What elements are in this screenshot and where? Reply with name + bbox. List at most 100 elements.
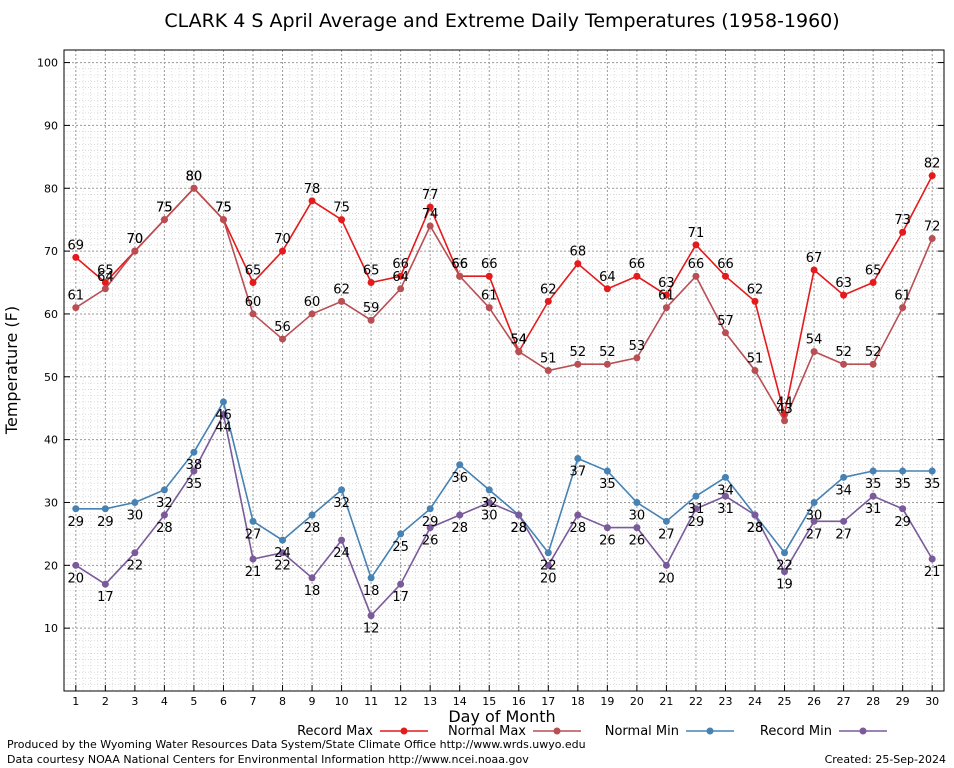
normal-max-point — [160, 216, 168, 224]
record-min-point — [367, 612, 375, 620]
record-min-point — [249, 555, 257, 563]
normal-min-point — [781, 549, 789, 557]
x-tick-label: 15 — [482, 695, 496, 708]
record-max-point — [101, 279, 109, 287]
record-min-point — [426, 524, 434, 532]
record-min-point — [131, 549, 139, 557]
normal-min-data-label: 30 — [127, 508, 144, 523]
x-tick-label: 20 — [630, 695, 644, 708]
normal-min-point — [692, 492, 700, 500]
normal-min-line — [75, 399, 933, 580]
record-min-data-label: 44 — [215, 420, 232, 435]
normal-max-data-label: 56 — [274, 320, 291, 335]
normal-max-data-label: 80 — [186, 169, 203, 184]
x-tick-label: 24 — [748, 695, 762, 708]
normal-max-point — [692, 272, 700, 280]
normal-min-point — [662, 517, 670, 525]
record-max-point — [721, 272, 729, 280]
record-min-data-label: 12 — [363, 622, 380, 637]
normal-max-point — [308, 310, 316, 318]
record-min-data-label: 27 — [835, 527, 852, 542]
record-max-point — [928, 172, 936, 180]
record-min-point — [840, 517, 848, 525]
y-axis-label: Temperature (F) — [2, 306, 21, 435]
normal-max-data-label: 64 — [392, 270, 409, 285]
record-max-data-label: 64 — [599, 270, 616, 285]
x-axis-label: Day of Month — [448, 707, 555, 726]
record-max-data-label: 66 — [629, 257, 646, 272]
normal-min-point — [456, 461, 464, 469]
record-min-point — [721, 492, 729, 500]
record-max-point — [367, 279, 375, 287]
record-min-point — [190, 467, 198, 475]
normal-max-data-label: 62 — [333, 282, 350, 297]
chart-title: CLARK 4 S April Average and Extreme Dail… — [164, 10, 839, 32]
record-min-data-label: 21 — [245, 565, 262, 580]
normal-min-point — [485, 486, 493, 494]
normal-min-data-label: 27 — [245, 527, 262, 542]
y-tick-label: 70 — [44, 245, 58, 258]
normal-min-data-label: 32 — [333, 496, 350, 511]
record-min-data-label: 27 — [806, 527, 823, 542]
record-max-data-label: 65 — [363, 264, 380, 279]
normal-max-data-label: 66 — [688, 257, 705, 272]
record-min-point — [899, 505, 907, 513]
normal-max-data-label: 57 — [717, 314, 734, 329]
normal-min-data-label: 27 — [658, 527, 675, 542]
record-min-data-label: 28 — [451, 521, 468, 536]
record-max-point — [72, 253, 80, 261]
normal-max-data-label: 51 — [747, 352, 764, 367]
footer-credit-line-2: Data courtesy NOAA National Centers for … — [7, 753, 529, 766]
record-min-point — [485, 498, 493, 506]
record-max-data-label: 66 — [717, 257, 734, 272]
record-max-point — [899, 228, 907, 236]
normal-max-point — [219, 216, 227, 224]
x-tick-label: 23 — [718, 695, 732, 708]
normal-min-data-label: 35 — [924, 477, 941, 492]
normal-min-data-label: 28 — [747, 521, 764, 536]
record-min-point — [72, 561, 80, 569]
x-tick-label: 18 — [571, 695, 585, 708]
y-tick-label: 60 — [44, 308, 58, 321]
y-tick-label: 50 — [44, 371, 58, 384]
record-max-point — [279, 247, 287, 255]
record-max-point — [574, 260, 582, 268]
legend-label-record-max: Record Max — [297, 724, 373, 739]
normal-max-point — [751, 367, 759, 374]
normal-min-point — [840, 473, 848, 481]
record-max-data-label: 70 — [274, 232, 291, 247]
record-min-data-label: 35 — [186, 477, 203, 492]
normal-max-data-label: 60 — [245, 295, 262, 310]
normal-max-point — [485, 304, 493, 312]
normal-min-point — [101, 505, 109, 513]
x-tick-label: 26 — [807, 695, 821, 708]
x-tick-label: 17 — [541, 695, 555, 708]
y-tick-label: 100 — [37, 57, 58, 70]
record-min-data-label: 28 — [510, 521, 527, 536]
normal-min-point — [190, 448, 198, 456]
record-min-point — [160, 511, 168, 519]
record-max-point — [249, 279, 257, 287]
normal-max-point — [840, 360, 848, 368]
record-max-point — [869, 279, 877, 287]
normal-max-data-label: 52 — [835, 345, 852, 360]
x-tick-label: 25 — [778, 695, 792, 708]
normal-max-data-label: 66 — [451, 257, 468, 272]
normal-max-point — [781, 417, 789, 425]
x-tick-label: 7 — [249, 695, 256, 708]
record-max-data-label: 44 — [776, 395, 793, 410]
normal-min-data-label: 38 — [186, 458, 203, 473]
normal-max-point — [101, 285, 109, 293]
record-min-data-label: 28 — [570, 521, 587, 536]
record-min-point — [308, 574, 316, 582]
normal-min-point — [426, 505, 434, 513]
normal-min-data-label: 22 — [776, 559, 793, 574]
normal-max-data-label: 60 — [304, 295, 321, 310]
y-axis-ticks: 10 20 30 40 50 60 70 80 90 100 — [37, 57, 944, 635]
record-max-data-label: 65 — [97, 264, 114, 279]
normal-max-point — [928, 235, 936, 243]
normal-max-point — [367, 316, 375, 324]
record-min-data-label: 28 — [747, 521, 764, 536]
record-min-point — [101, 580, 109, 588]
